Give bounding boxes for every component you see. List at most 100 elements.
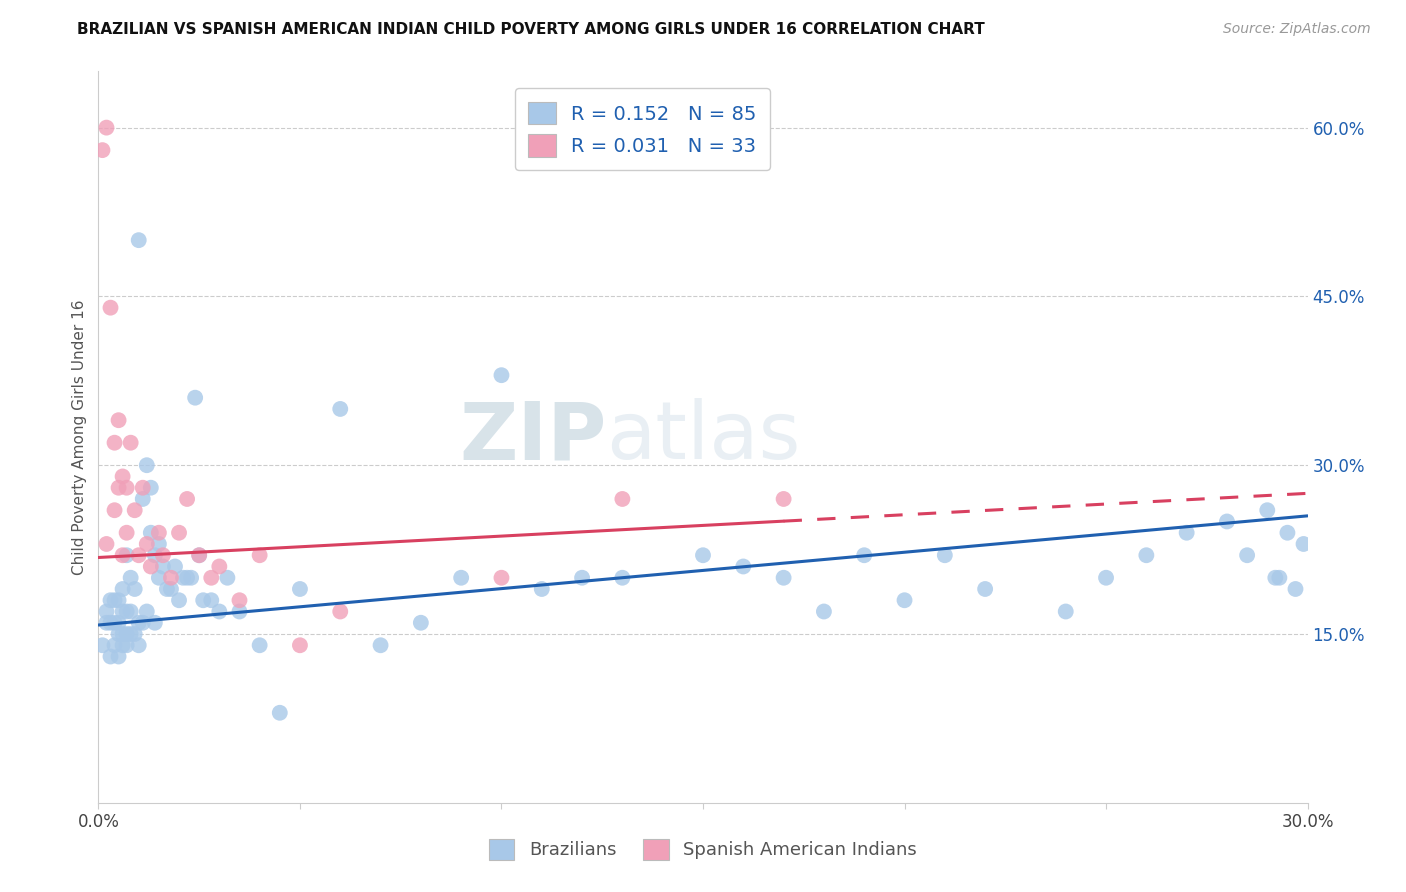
Point — [111, 469, 134, 483]
Point — [135, 537, 157, 551]
Point — [115, 481, 138, 495]
Point — [111, 548, 134, 562]
Point — [172, 571, 194, 585]
Point — [96, 537, 118, 551]
Point — [288, 582, 311, 596]
Point — [132, 491, 155, 506]
Point — [176, 491, 198, 506]
Legend: Brazilians, Spanish American Indians: Brazilians, Spanish American Indians — [482, 831, 924, 867]
Point — [103, 435, 125, 450]
Point — [115, 525, 138, 540]
Point — [1054, 605, 1077, 619]
Point — [167, 593, 190, 607]
Point — [124, 582, 146, 596]
Point — [853, 548, 876, 562]
Point — [96, 615, 118, 630]
Point — [100, 615, 122, 630]
Point — [1236, 548, 1258, 562]
Point — [288, 638, 311, 652]
Point — [132, 615, 155, 630]
Point — [1175, 525, 1198, 540]
Point — [370, 638, 392, 652]
Point — [96, 605, 118, 619]
Point — [115, 638, 138, 652]
Point — [692, 548, 714, 562]
Point — [1256, 503, 1278, 517]
Point — [491, 368, 513, 383]
Point — [228, 605, 250, 619]
Point — [135, 605, 157, 619]
Point — [1284, 582, 1306, 596]
Point — [530, 582, 553, 596]
Point — [167, 525, 190, 540]
Point — [111, 582, 134, 596]
Point — [115, 548, 138, 562]
Text: atlas: atlas — [606, 398, 800, 476]
Point — [200, 571, 222, 585]
Point — [111, 638, 134, 652]
Point — [1268, 571, 1291, 585]
Point — [269, 706, 291, 720]
Point — [152, 548, 174, 562]
Point — [893, 593, 915, 607]
Text: Source: ZipAtlas.com: Source: ZipAtlas.com — [1223, 22, 1371, 37]
Point — [491, 571, 513, 585]
Point — [249, 548, 271, 562]
Point — [934, 548, 956, 562]
Point — [228, 593, 250, 607]
Point — [188, 548, 211, 562]
Point — [100, 649, 122, 664]
Point — [163, 559, 186, 574]
Point — [139, 481, 162, 495]
Point — [208, 605, 231, 619]
Point — [772, 571, 794, 585]
Point — [107, 413, 129, 427]
Point — [571, 571, 593, 585]
Point — [103, 638, 125, 652]
Point — [111, 605, 134, 619]
Point — [152, 559, 174, 574]
Point — [148, 571, 170, 585]
Point — [120, 571, 142, 585]
Text: BRAZILIAN VS SPANISH AMERICAN INDIAN CHILD POVERTY AMONG GIRLS UNDER 16 CORRELAT: BRAZILIAN VS SPANISH AMERICAN INDIAN CHI… — [77, 22, 986, 37]
Point — [208, 559, 231, 574]
Point — [160, 582, 183, 596]
Point — [103, 615, 125, 630]
Point — [124, 503, 146, 517]
Point — [1292, 537, 1315, 551]
Point — [96, 120, 118, 135]
Point — [329, 401, 352, 416]
Point — [128, 615, 150, 630]
Point — [184, 391, 207, 405]
Point — [120, 435, 142, 450]
Point — [115, 605, 138, 619]
Point — [1135, 548, 1157, 562]
Point — [733, 559, 755, 574]
Point — [107, 481, 129, 495]
Y-axis label: Child Poverty Among Girls Under 16: Child Poverty Among Girls Under 16 — [72, 300, 87, 574]
Point — [176, 571, 198, 585]
Point — [120, 605, 142, 619]
Point — [100, 593, 122, 607]
Point — [148, 525, 170, 540]
Point — [450, 571, 472, 585]
Point — [128, 638, 150, 652]
Point — [103, 593, 125, 607]
Point — [139, 525, 162, 540]
Point — [1277, 525, 1299, 540]
Point — [128, 233, 150, 247]
Text: ZIP: ZIP — [458, 398, 606, 476]
Point — [120, 627, 142, 641]
Point — [217, 571, 239, 585]
Point — [132, 481, 155, 495]
Point — [148, 537, 170, 551]
Point — [409, 615, 432, 630]
Point — [1264, 571, 1286, 585]
Point — [160, 571, 183, 585]
Point — [772, 491, 794, 506]
Point — [156, 582, 179, 596]
Point — [249, 638, 271, 652]
Point — [139, 559, 162, 574]
Point — [128, 548, 150, 562]
Point — [91, 143, 114, 157]
